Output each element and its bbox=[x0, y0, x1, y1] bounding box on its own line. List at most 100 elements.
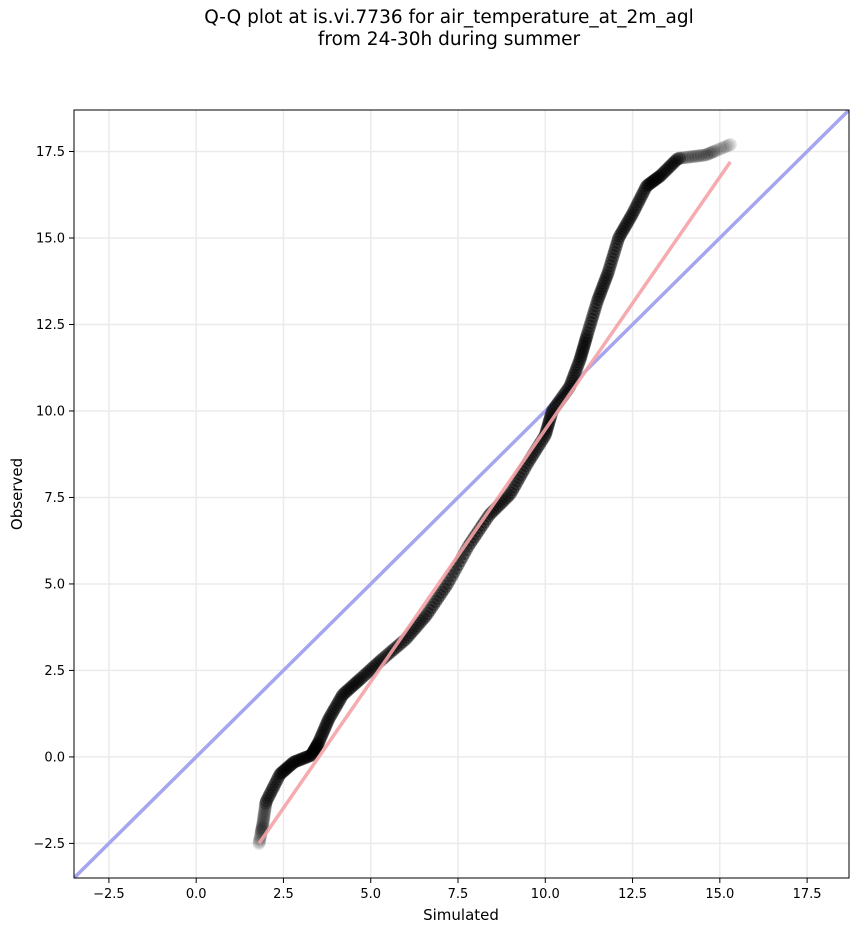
y-tick-label: 5.0 bbox=[44, 577, 65, 592]
grid bbox=[74, 110, 849, 878]
data-point bbox=[299, 751, 313, 765]
data-point bbox=[702, 147, 716, 161]
data-point bbox=[595, 282, 609, 296]
data-point bbox=[352, 673, 366, 687]
data-point bbox=[498, 492, 512, 506]
data-point bbox=[273, 767, 287, 781]
data-point bbox=[253, 830, 267, 844]
data-point bbox=[476, 518, 490, 532]
data-point bbox=[576, 343, 590, 357]
data-point bbox=[255, 820, 269, 834]
data-point bbox=[622, 213, 636, 227]
data-points bbox=[252, 138, 737, 850]
data-point bbox=[694, 149, 708, 163]
data-point bbox=[305, 746, 319, 760]
data-point bbox=[608, 242, 622, 256]
data-point bbox=[283, 759, 297, 773]
data-point bbox=[625, 208, 639, 222]
data-point bbox=[658, 164, 672, 178]
data-point bbox=[604, 255, 618, 269]
data-point bbox=[256, 815, 270, 829]
data-point bbox=[443, 572, 457, 586]
data-point bbox=[500, 490, 514, 504]
data-point bbox=[287, 755, 301, 769]
data-point bbox=[577, 341, 591, 355]
data-point bbox=[429, 594, 443, 608]
data-point bbox=[587, 306, 601, 320]
data-point bbox=[637, 184, 651, 198]
data-point bbox=[506, 483, 520, 497]
data-point bbox=[435, 585, 449, 599]
x-tick-label: 15.0 bbox=[705, 887, 734, 902]
data-point bbox=[723, 138, 737, 152]
data-point bbox=[258, 803, 272, 817]
data-point bbox=[539, 426, 553, 440]
y-tick-label: 2.5 bbox=[44, 664, 65, 679]
data-point bbox=[673, 151, 687, 165]
data-point bbox=[329, 700, 343, 714]
data-point bbox=[269, 775, 283, 789]
data-point bbox=[339, 685, 353, 699]
y-tick-label: 17.5 bbox=[36, 145, 65, 160]
data-point bbox=[655, 167, 669, 181]
data-point bbox=[410, 619, 424, 633]
data-point bbox=[634, 189, 648, 203]
data-point bbox=[261, 791, 275, 805]
data-point bbox=[630, 198, 644, 212]
data-point bbox=[628, 203, 642, 217]
data-point bbox=[421, 607, 435, 621]
data-point bbox=[579, 333, 593, 347]
data-point bbox=[607, 245, 621, 259]
x-tick-label: 10.0 bbox=[531, 887, 560, 902]
data-point bbox=[647, 174, 661, 188]
data-point bbox=[320, 717, 334, 731]
data-point bbox=[258, 801, 272, 815]
data-point bbox=[417, 612, 431, 626]
x-tick-label: −2.5 bbox=[93, 887, 125, 902]
data-point bbox=[583, 319, 597, 333]
y-axis: −2.5 0.0 2.5 5.0 7.5 10.0 12.5 15.0 17.5 bbox=[33, 145, 74, 852]
data-point bbox=[615, 225, 629, 239]
data-point bbox=[337, 687, 351, 701]
data-point bbox=[275, 766, 289, 780]
data-point bbox=[300, 750, 314, 764]
data-point bbox=[264, 786, 278, 800]
data-point bbox=[305, 748, 319, 762]
data-point bbox=[441, 576, 455, 590]
data-point bbox=[302, 749, 316, 763]
data-point bbox=[610, 235, 624, 249]
data-point bbox=[686, 150, 700, 164]
data-point bbox=[288, 755, 302, 769]
fit-line bbox=[257, 160, 732, 845]
data-point bbox=[618, 220, 632, 234]
data-point bbox=[279, 762, 293, 776]
data-point bbox=[640, 179, 654, 193]
data-point bbox=[605, 252, 619, 266]
data-point bbox=[349, 676, 363, 690]
data-point bbox=[577, 338, 591, 352]
data-point bbox=[613, 229, 627, 243]
data-point bbox=[319, 719, 333, 733]
data-point bbox=[642, 177, 656, 191]
data-point bbox=[665, 157, 679, 171]
data-point bbox=[358, 668, 372, 682]
x-axis: −2.5 0.0 2.5 5.0 7.5 10.0 12.5 15.0 17.5 bbox=[93, 878, 822, 902]
data-point bbox=[311, 737, 325, 751]
data-point bbox=[354, 671, 368, 685]
data-point bbox=[330, 698, 344, 712]
data-point bbox=[306, 745, 320, 759]
y-tick-label: −2.5 bbox=[33, 837, 65, 852]
data-point bbox=[609, 239, 623, 253]
data-point bbox=[304, 748, 318, 762]
axes-frame bbox=[73, 109, 850, 879]
data-point bbox=[600, 268, 614, 282]
data-point bbox=[638, 181, 652, 195]
x-tick-label: 0.0 bbox=[186, 887, 207, 902]
data-point bbox=[626, 206, 640, 220]
data-point bbox=[588, 302, 602, 316]
data-point bbox=[270, 772, 284, 786]
y-tick-label: 7.5 bbox=[44, 491, 65, 506]
data-point bbox=[700, 148, 714, 162]
data-point bbox=[721, 139, 735, 153]
data-point bbox=[636, 187, 650, 201]
